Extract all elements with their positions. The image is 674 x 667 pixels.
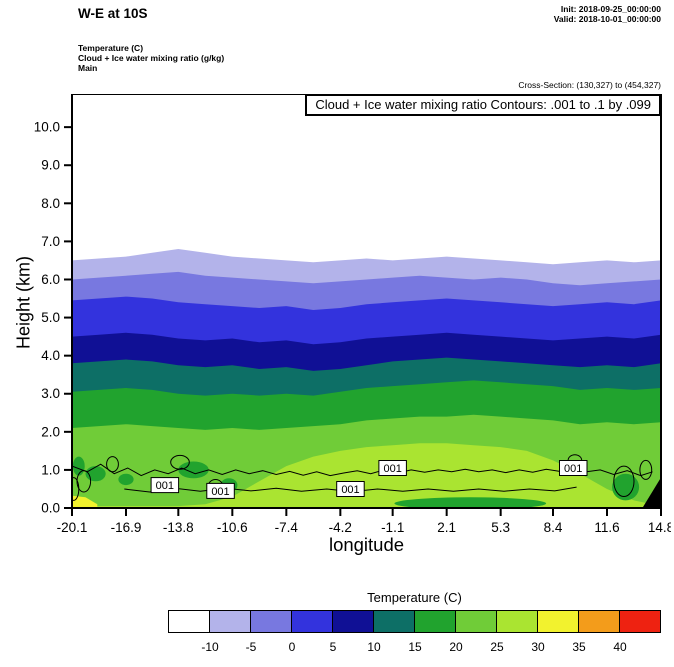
field-line-domain: Main (78, 63, 98, 73)
temp-pocket (118, 473, 134, 486)
x-tick-label: 14.8 (648, 520, 671, 535)
colorbar-label: 30 (531, 640, 545, 654)
contour-label: 001 (559, 460, 588, 476)
colorbar-label: -10 (201, 640, 219, 654)
plot-area: 001 001 001 001 001 0.0 1.0 2.0 3.0 4.0 5.0 6.0 7.0 8… (34, 94, 671, 535)
x-tick-label: -1.1 (381, 520, 404, 535)
x-tick-label: -10.6 (217, 520, 248, 535)
y-tick-label: 3.0 (41, 386, 60, 401)
cloud-contour-loop (106, 456, 119, 473)
colorbar-label: 15 (408, 640, 422, 654)
y-tick-label: 1.0 (41, 462, 60, 477)
figure-title: W-E at 10S (78, 6, 148, 21)
colorbar-swatch-3 (291, 610, 333, 633)
temp-pocket (394, 497, 547, 508)
contour-annotation: Cloud + Ice water mixing ratio Contours:… (305, 94, 661, 116)
contour-label: 001 (206, 482, 235, 499)
y-tick-label: 10.0 (34, 120, 60, 135)
plot-graphics: 001 001 001 001 001 (72, 249, 661, 508)
contour-label: 001 (378, 460, 407, 476)
y-tick-label: 2.0 (41, 424, 60, 439)
cloud-contour-loop (639, 459, 653, 480)
valid-time: Valid: 2018-10-01_00:00:00 (553, 14, 661, 24)
y-tick-label: 7.0 (41, 234, 60, 249)
cloud-contour-loop (76, 470, 92, 493)
field-line-cloud-ice: Cloud + Ice water mixing ratio (g/kg) (78, 53, 225, 63)
x-tick-label: -4.2 (329, 520, 352, 535)
colorbar-swatch-2 (250, 610, 292, 633)
colorbar-label: 40 (613, 640, 627, 654)
colorbar-label: 10 (367, 640, 381, 654)
y-tick-label: 0.0 (41, 501, 60, 516)
plot-frame (71, 94, 662, 509)
field-list: Temperature (C) Cloud + Ice water mixing… (78, 43, 224, 73)
colorbar-label: 0 (288, 640, 296, 654)
cloud-contour-loop (613, 465, 635, 497)
colorbar-label: 35 (572, 640, 586, 654)
colorbar-swatch-4 (332, 610, 374, 633)
colorbar-label: 5 (329, 640, 337, 654)
temp-pocket (178, 461, 209, 479)
colorbar-swatch-6 (414, 610, 456, 633)
y-tick-label: 4.0 (41, 348, 60, 363)
field-line-temperature: Temperature (C) (78, 43, 144, 53)
cloud-contour-line (72, 463, 653, 477)
x-tick-label: -20.1 (57, 520, 88, 535)
x-axis-title: longitude (328, 534, 405, 555)
cloud-contour-loop (170, 454, 190, 470)
contour-label: 001 (336, 481, 365, 497)
warm-surface-strip (72, 495, 98, 508)
colorbar-swatch-1 (209, 610, 251, 633)
x-tick-label: 5.3 (491, 520, 510, 535)
contour-label: 001 (150, 477, 180, 494)
x-tick-label: 2.1 (437, 520, 456, 535)
svg-text:001: 001 (211, 486, 229, 498)
terrain (642, 477, 661, 508)
temp-pocket (72, 456, 85, 476)
colorbar-swatch-11 (619, 610, 661, 633)
svg-text:001: 001 (156, 480, 174, 492)
y-tick-label: 8.0 (41, 196, 60, 211)
y-axis-title: Height (km) (13, 256, 34, 350)
svg-text:001: 001 (341, 484, 359, 496)
init-time: Init: 2018-09-25_00:00:00 (560, 4, 661, 14)
colorbar-swatch-9 (537, 610, 579, 633)
colorbar-title: Temperature (C) (367, 590, 462, 605)
x-tick-label: -7.4 (275, 520, 299, 535)
temp-band-below-25C (72, 443, 661, 508)
colorbar-label: -5 (245, 640, 257, 654)
colorbar: -10 -5 0 5 10 15 20 25 30 35 40 (168, 610, 661, 662)
x-tick-label: 8.4 (544, 520, 563, 535)
svg-text:001: 001 (564, 463, 582, 475)
svg-text:001: 001 (384, 463, 402, 475)
colorbar-swatch-8 (496, 610, 538, 633)
x-tick-label: 11.6 (594, 520, 619, 535)
x-tick-label: -13.8 (163, 520, 194, 535)
colorbar-swatch-7 (455, 610, 497, 633)
y-tick-label: 6.0 (41, 272, 60, 287)
y-tick-label: 5.0 (41, 310, 60, 325)
colorbar-label: 20 (449, 640, 463, 654)
y-tick-label: 9.0 (41, 158, 60, 173)
colorbar-swatch-0 (168, 610, 210, 633)
x-tick-label: -16.9 (111, 520, 142, 535)
cross-section-note: Cross-Section: (130,327) to (454,327) (518, 80, 661, 90)
colorbar-swatch-10 (578, 610, 620, 633)
colorbar-label: 25 (490, 640, 504, 654)
cross-section-plot: 001 001 001 001 001 0.0 1.0 2.0 3.0 4.0 5.0 6.0 7.0 8… (34, 94, 671, 535)
colorbar-swatch-5 (373, 610, 415, 633)
temp-pocket (612, 473, 640, 501)
